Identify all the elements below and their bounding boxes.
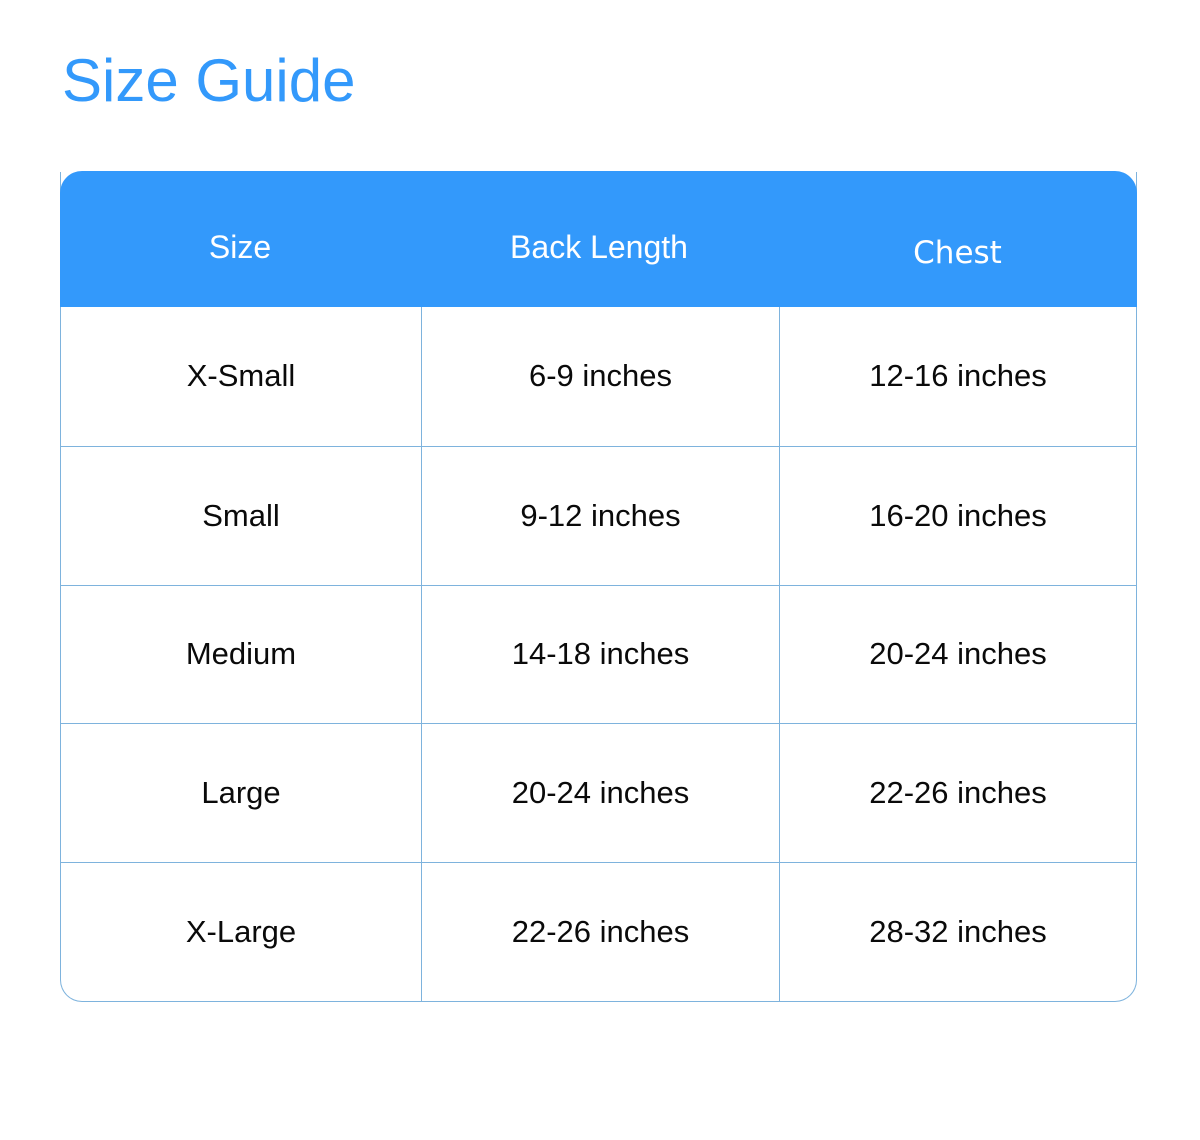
column-header-chest: Chest [913, 235, 1002, 271]
cell-back-length: 9-12 inches [421, 446, 779, 585]
cell-size: X-Large [185, 914, 297, 950]
table-body: X-Small 6-9 inches 12-16 inches Small 9-… [61, 307, 1136, 1001]
cell-back-length: 20-24 inches [421, 724, 779, 863]
cell-back-length: 14-18 inches [421, 585, 779, 724]
cell-size: Small [202, 497, 280, 533]
table-header-row: Size Back Length Chest [60, 171, 1137, 307]
column-header-size: Size [208, 229, 272, 265]
table-row: Medium 14-18 inches 20-24 inches [61, 584, 1136, 724]
column-header-back-length: Back Length [510, 229, 688, 265]
cell-back-length: 6-9 inches [421, 307, 779, 446]
cell-size: Medium [185, 636, 297, 672]
table-row: Large 20-24 inches 22-26 inches [61, 723, 1136, 863]
cell-size: X-Small [186, 358, 296, 394]
table-row: Small 9-12 inches 16-20 inches [61, 445, 1136, 585]
cell-chest: 16-20 inches [779, 446, 1136, 585]
table-row: X-Small 6-9 inches 12-16 inches [61, 307, 1136, 446]
table-row: X-Large 22-26 inches 28-32 inches [61, 862, 1136, 1001]
cell-size: Large [201, 775, 281, 811]
page-title: Size Guide [62, 47, 356, 114]
cell-chest: 28-32 inches [779, 863, 1136, 1001]
cell-chest: 22-26 inches [779, 724, 1136, 863]
cell-back-length: 22-26 inches [421, 863, 779, 1001]
size-guide-table: Size Back Length Chest X-Small 6-9 inche… [60, 171, 1137, 1002]
cell-chest: 20-24 inches [779, 585, 1136, 724]
cell-chest: 12-16 inches [779, 307, 1136, 446]
